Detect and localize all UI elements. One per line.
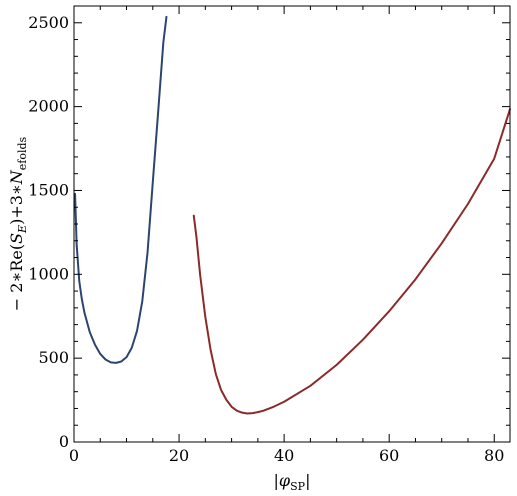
- y-tick-label: 0: [59, 432, 69, 451]
- x-tick-label: 0: [69, 446, 79, 465]
- plot-frame: [73, 5, 511, 443]
- series-line-1: [74, 15, 168, 364]
- series-line-2: [192, 108, 511, 415]
- ticks-layer: 0 20 40 60 80 0 500 1000 1500 2000 2500: [28, 5, 510, 465]
- series-layer: [74, 15, 511, 415]
- y-tick-label: 2500: [28, 13, 69, 32]
- y-tick-label: 2000: [28, 97, 69, 116]
- x-tick-label: 20: [169, 446, 189, 465]
- y-tick-label: 1000: [28, 264, 69, 283]
- y-tick-label: 1500: [28, 180, 69, 199]
- x-axis-title: |φSP|: [274, 471, 311, 493]
- x-tick-label: 60: [379, 446, 399, 465]
- y-axis-title: − 2∗Re(SE)+3∗Nefolds: [7, 136, 29, 311]
- x-tick-label: 80: [484, 446, 504, 465]
- x-tick-label: 40: [274, 446, 294, 465]
- y-tick-label: 500: [38, 348, 69, 367]
